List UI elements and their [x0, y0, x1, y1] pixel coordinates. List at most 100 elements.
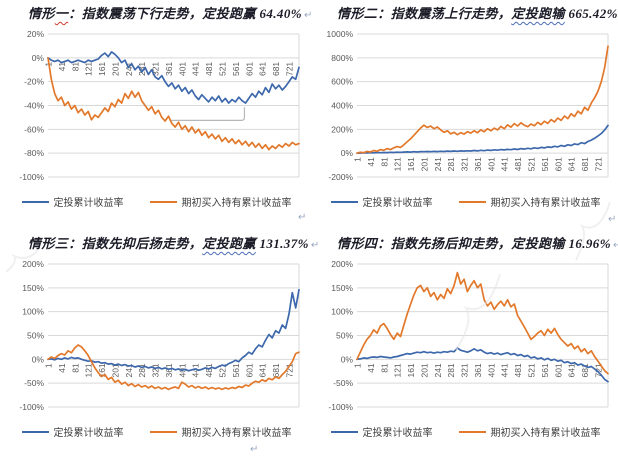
legend-label-hold: 期初买入持有累计收益率: [490, 428, 601, 439]
svg-text:601: 601: [244, 363, 254, 377]
svg-text:241: 241: [433, 157, 443, 171]
svg-text:-100%: -100%: [328, 402, 353, 412]
panel-scenario-4: 情形四：指数先扬后抑走势，定投跑输 16.96% ↵ 200% 150% 100% 50…: [309, 230, 618, 460]
legend-label-dca: 定投累计收益率: [53, 198, 124, 209]
svg-text:321: 321: [460, 363, 470, 377]
chart-wrap-scenario-1: 20% 0% -20% -40% -60% -80% -100% 1 41 81 121 161 201…: [8, 27, 305, 190]
title-segment: 定投跑输: [511, 6, 565, 21]
svg-text:721: 721: [593, 363, 603, 377]
svg-text:641: 641: [258, 363, 268, 377]
dca-line-swatch: [21, 430, 49, 433]
svg-text:0%: 0%: [341, 354, 354, 364]
svg-text:50%: 50%: [336, 331, 353, 341]
svg-text:721: 721: [284, 363, 294, 377]
svg-text:521: 521: [218, 62, 228, 76]
svg-text:601: 601: [553, 363, 563, 377]
svg-text:481: 481: [513, 363, 523, 377]
svg-text:0%: 0%: [32, 354, 45, 364]
svg-text:521: 521: [218, 363, 228, 377]
svg-text:441: 441: [191, 62, 201, 76]
svg-text:161: 161: [406, 363, 416, 377]
svg-text:81: 81: [379, 157, 389, 167]
svg-text:20%: 20%: [27, 29, 44, 39]
legend-item-dca: 定投累计收益率: [21, 424, 124, 439]
svg-text:321: 321: [151, 62, 161, 76]
svg-text:50%: 50%: [27, 331, 44, 341]
svg-text:481: 481: [513, 157, 523, 171]
chart-legend-scenario-1: 定投累计收益率 期初买入持有累计收益率: [8, 194, 305, 209]
title-segment: 一: [54, 6, 69, 21]
title-segment: 定投跑赢: [202, 236, 256, 251]
svg-text:681: 681: [271, 62, 281, 76]
svg-text:601: 601: [553, 157, 563, 171]
svg-text:281: 281: [446, 157, 456, 171]
svg-text:1: 1: [353, 157, 363, 162]
svg-text:0%: 0%: [32, 53, 45, 63]
dca-line-swatch: [330, 200, 358, 203]
svg-text:441: 441: [500, 157, 510, 171]
return-mark: ↵: [608, 214, 617, 225]
svg-text:-200%: -200%: [328, 172, 353, 182]
svg-text:100%: 100%: [22, 307, 44, 317]
chart-wrap-scenario-3: 200% 150% 100% 50% 0% -50% -100% 1 41 81 121 161 201…: [8, 257, 305, 420]
svg-text:150%: 150%: [22, 283, 44, 293]
svg-text:41: 41: [366, 157, 376, 167]
svg-text:681: 681: [580, 363, 590, 377]
legend-item-hold: 期初买入持有累计收益率: [458, 424, 601, 439]
svg-text:241: 241: [124, 62, 134, 76]
svg-text:641: 641: [567, 157, 577, 171]
panel-scenario-1: 情形一：指数震荡下行走势，定投跑赢 64.40% ↵ 20% 0% -20% -40% -…: [0, 0, 312, 230]
svg-text:721: 721: [284, 62, 294, 76]
svg-text:321: 321: [460, 157, 470, 171]
svg-text:81: 81: [379, 363, 389, 373]
svg-text:41: 41: [366, 363, 376, 373]
title-segment: 情形二：指数震荡上行走势，: [337, 6, 512, 21]
svg-text:81: 81: [70, 363, 80, 373]
svg-text:561: 561: [231, 62, 241, 76]
svg-text:361: 361: [164, 363, 174, 377]
svg-text:600%: 600%: [331, 77, 353, 87]
svg-text:641: 641: [567, 363, 577, 377]
legend-item-hold: 期初买入持有累计收益率: [458, 194, 601, 209]
svg-text:441: 441: [191, 363, 201, 377]
dca-line-swatch: [330, 430, 358, 433]
hold-line-swatch: [458, 430, 486, 433]
title-segment: 665.42%: [564, 6, 618, 21]
chart-scenario-2: 1000%800%600%400%200%0%-200%1 41 81 121 161 2…: [327, 29, 609, 182]
panel-scenario-3: 情形三：指数先抑后扬走势，定投跑赢 131.37% ↵ 200% 150% 100% 5…: [0, 230, 319, 460]
svg-text:681: 681: [271, 363, 281, 377]
svg-text:561: 561: [540, 157, 550, 171]
panel-title-scenario-2: 情形二：指数震荡上行走势，定投跑输 665.42%↵: [317, 5, 617, 25]
svg-text:281: 281: [446, 363, 456, 377]
title-segment: 情形四：指数先扬后抑走势，定投跑输 16.96%: [337, 236, 611, 251]
svg-text:41: 41: [57, 62, 67, 72]
hold-line-swatch: [149, 430, 177, 433]
svg-text:681: 681: [580, 157, 590, 171]
legend-label-dca: 定投累计收益率: [362, 428, 433, 439]
legend-item-hold: 期初买入持有累计收益率: [149, 424, 292, 439]
chart-wrap-scenario-4: 200% 150% 100% 50% 0% -50% -100% 1 41 81 121 161 201…: [317, 257, 614, 420]
legend-item-dca: 定投累计收益率: [21, 194, 124, 209]
svg-text:361: 361: [164, 62, 174, 76]
svg-text:361: 361: [473, 157, 483, 171]
svg-text:281: 281: [137, 363, 147, 377]
svg-text:100%: 100%: [331, 307, 353, 317]
chart-scenario-3: 200% 150% 100% 50% 0% -50% -100% 1 41 81 121 161 201…: [19, 259, 300, 412]
svg-text:361: 361: [473, 363, 483, 377]
svg-text:-20%: -20%: [24, 77, 44, 87]
title-segment: 情形: [28, 6, 55, 21]
chart-scenario-4: 200% 150% 100% 50% 0% -50% -100% 1 41 81 121 161 201…: [328, 259, 609, 412]
svg-text:561: 561: [540, 363, 550, 377]
return-mark: ↵: [310, 240, 320, 251]
svg-text:41: 41: [57, 363, 67, 373]
chart-legend-scenario-3: 定投累计收益率 期初买入持有累计收益率: [8, 424, 305, 439]
svg-text:201: 201: [110, 363, 120, 377]
svg-text:0%: 0%: [341, 148, 354, 158]
legend-label-hold: 期初买入持有累计收益率: [490, 198, 601, 209]
svg-text:1000%: 1000%: [327, 29, 354, 39]
svg-text:121: 121: [393, 157, 403, 171]
hold-line-swatch: [149, 200, 177, 203]
svg-text:241: 241: [433, 363, 443, 377]
